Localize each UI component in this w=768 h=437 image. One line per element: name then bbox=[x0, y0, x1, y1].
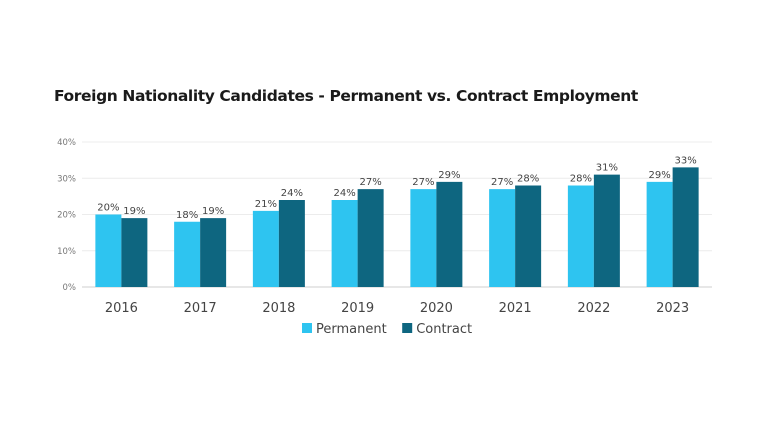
x-tick-label: 2016 bbox=[105, 301, 138, 316]
data-label: 19% bbox=[202, 206, 224, 217]
data-label: 33% bbox=[675, 155, 697, 166]
bar-contract bbox=[200, 218, 227, 287]
data-label: 29% bbox=[649, 170, 671, 181]
legend-swatch-contract bbox=[402, 323, 413, 333]
bar-contract bbox=[121, 218, 148, 287]
chart-title: Foreign Nationality Candidates - Permane… bbox=[54, 87, 638, 105]
legend: Permanent Contract bbox=[302, 322, 472, 337]
bar-contract bbox=[436, 181, 463, 287]
data-labels: 20% 19% 18% 19% 21% 24% 24% 27% 27% 29% 27% 28% 28% 3… bbox=[97, 155, 696, 220]
data-label: 29% bbox=[438, 170, 460, 181]
bars bbox=[95, 167, 699, 287]
data-label: 27% bbox=[412, 177, 434, 188]
bar-contract bbox=[672, 167, 699, 287]
y-tick-label: 30% bbox=[57, 174, 76, 184]
legend-swatch-permanent bbox=[302, 323, 312, 333]
y-tick-label: 0% bbox=[63, 283, 77, 293]
x-axis-ticks: 2016 2017 2018 2019 2020 2021 2022 2023 bbox=[105, 301, 689, 316]
data-label: 28% bbox=[517, 174, 539, 185]
bar-permanent bbox=[646, 181, 673, 287]
x-tick-label: 2021 bbox=[499, 301, 532, 316]
data-label: 31% bbox=[596, 163, 618, 174]
bar-contract bbox=[515, 185, 542, 287]
bar-permanent bbox=[567, 185, 594, 287]
bar-permanent bbox=[174, 221, 201, 287]
bar-contract bbox=[278, 200, 305, 287]
x-tick-label: 2023 bbox=[656, 301, 689, 316]
legend-label: Permanent bbox=[316, 322, 387, 337]
data-label: 27% bbox=[491, 177, 513, 188]
y-axis-ticks: 0% 10% 20% 30% 40% bbox=[57, 138, 76, 293]
data-label: 19% bbox=[123, 206, 145, 217]
bar-permanent bbox=[331, 200, 358, 287]
x-tick-label: 2019 bbox=[341, 301, 374, 316]
x-tick-label: 2017 bbox=[184, 301, 217, 316]
data-label: 18% bbox=[176, 210, 198, 221]
data-label: 20% bbox=[97, 203, 119, 214]
data-label: 24% bbox=[281, 188, 303, 199]
bar-permanent bbox=[95, 214, 122, 287]
data-label: 27% bbox=[360, 177, 382, 188]
data-label: 24% bbox=[334, 188, 356, 199]
x-tick-label: 2020 bbox=[420, 301, 453, 316]
data-label: 28% bbox=[570, 174, 592, 185]
bar-contract bbox=[357, 189, 384, 287]
x-tick-label: 2018 bbox=[262, 301, 295, 316]
legend-label: Contract bbox=[416, 322, 472, 337]
x-tick-label: 2022 bbox=[577, 301, 610, 316]
bar-permanent bbox=[252, 210, 279, 287]
bar-contract bbox=[593, 174, 620, 287]
bar-permanent bbox=[489, 189, 516, 287]
y-tick-label: 20% bbox=[57, 211, 76, 221]
bar-permanent bbox=[410, 189, 437, 287]
y-tick-label: 10% bbox=[57, 247, 76, 257]
data-label: 21% bbox=[255, 199, 277, 210]
y-tick-label: 40% bbox=[57, 138, 76, 148]
